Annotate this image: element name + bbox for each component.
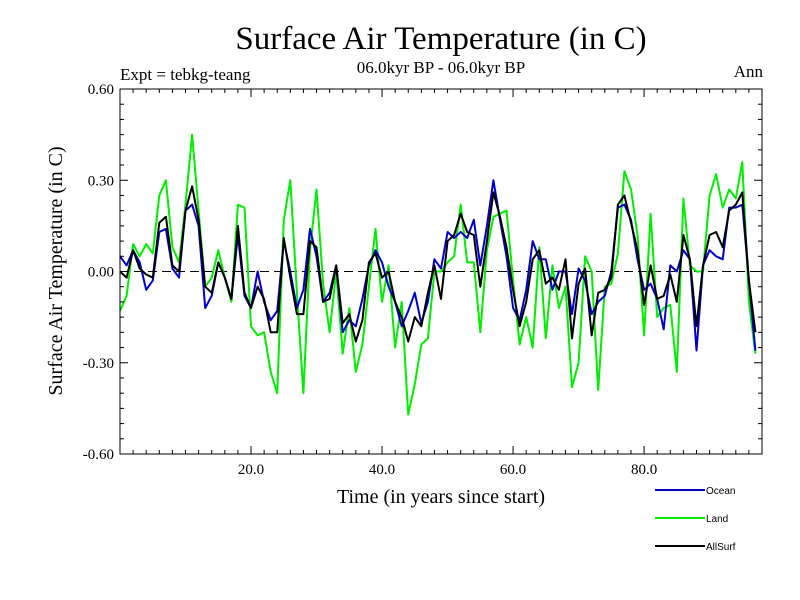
y-tick-label: 0.30 <box>88 173 114 189</box>
axis-ticks: 20.0 40.0 60.0 80.0 -0.60 -0.30 0.00 0.30 0.60 <box>83 82 762 478</box>
chart-title: Surface Air Temperature (in C) <box>235 21 646 57</box>
experiment-label: Expt = tebkg-teang <box>120 65 251 84</box>
x-axis-label: Time (in years since start) <box>337 486 545 508</box>
x-tick-label: 80.0 <box>631 462 657 478</box>
y-tick-label: -0.60 <box>83 447 114 463</box>
season-label: Ann <box>734 62 764 81</box>
plot-area <box>119 133 762 416</box>
legend-label-allsurf: AllSurf <box>706 542 736 553</box>
x-tick-label: 40.0 <box>369 462 395 478</box>
y-tick-label: 0.60 <box>88 82 114 98</box>
y-tick-label: -0.30 <box>83 356 114 372</box>
x-tick-label: 60.0 <box>500 462 526 478</box>
series-line-allsurf <box>119 185 757 343</box>
y-axis-label: Surface Air Temperature (in C) <box>45 146 67 395</box>
legend: Ocean Land AllSurf <box>655 486 736 553</box>
legend-label-land: Land <box>706 514 728 525</box>
legend-label-ocean: Ocean <box>706 486 735 497</box>
y-tick-label: 0.00 <box>88 265 114 281</box>
x-tick-label: 20.0 <box>238 462 264 478</box>
chart-subtitle: 06.0kyr BP - 06.0kyr BP <box>357 58 525 77</box>
